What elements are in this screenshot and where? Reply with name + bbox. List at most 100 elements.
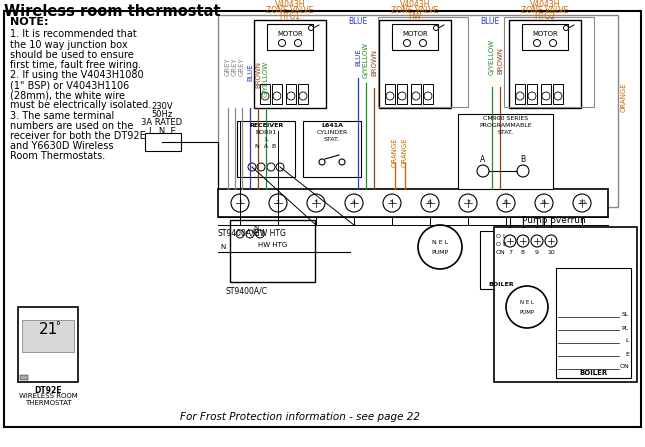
Bar xyxy=(385,84,395,104)
Text: BLUE: BLUE xyxy=(247,63,253,81)
Text: BLUE: BLUE xyxy=(348,17,367,26)
Text: MOTOR: MOTOR xyxy=(277,31,303,37)
Text: STAT.: STAT. xyxy=(324,137,340,142)
Text: ZONE VALVE: ZONE VALVE xyxy=(521,6,569,15)
Text: L641A: L641A xyxy=(321,123,343,128)
Bar xyxy=(286,84,296,104)
Text: N E L: N E L xyxy=(520,300,534,305)
Bar xyxy=(230,220,315,282)
Text: HTG2: HTG2 xyxy=(535,12,555,21)
Bar xyxy=(556,268,631,378)
Text: BLUE: BLUE xyxy=(480,17,499,26)
Text: °: ° xyxy=(55,321,59,331)
Text: receiver for both the DT92E: receiver for both the DT92E xyxy=(10,131,146,141)
Bar xyxy=(458,114,553,189)
Text: L  N  E: L N E xyxy=(148,127,175,136)
Text: 7: 7 xyxy=(508,250,512,255)
Text: 9: 9 xyxy=(542,201,546,206)
Text: ORANGE: ORANGE xyxy=(392,137,398,167)
Text: first time, fault free wiring.: first time, fault free wiring. xyxy=(10,60,141,70)
Bar xyxy=(504,17,594,107)
Text: V4043H: V4043H xyxy=(400,0,430,9)
Text: PROGRAMMABLE: PROGRAMMABLE xyxy=(479,123,532,128)
Text: HTG1: HTG1 xyxy=(279,12,301,21)
Text: STAT.: STAT. xyxy=(497,130,513,135)
Text: G/YELLOW: G/YELLOW xyxy=(263,61,269,97)
Text: Wireless room thermostat: Wireless room thermostat xyxy=(4,4,221,19)
Text: 5: 5 xyxy=(390,201,394,206)
Text: Room Thermostats.: Room Thermostats. xyxy=(10,151,105,161)
Text: B: B xyxy=(521,155,526,164)
Text: ORANGE: ORANGE xyxy=(621,82,627,112)
Bar xyxy=(267,24,313,50)
Text: 6: 6 xyxy=(428,201,432,206)
Bar xyxy=(218,15,618,207)
Text: 50Hz: 50Hz xyxy=(152,110,173,119)
Text: PUMP: PUMP xyxy=(432,249,448,254)
Bar xyxy=(20,375,28,380)
Text: GREY: GREY xyxy=(232,58,238,76)
Bar xyxy=(553,84,563,104)
Bar xyxy=(480,231,522,289)
Bar xyxy=(494,227,637,382)
Bar xyxy=(515,84,525,104)
Text: G/YELLOW: G/YELLOW xyxy=(489,39,495,75)
Text: BOILER: BOILER xyxy=(488,282,514,287)
Text: 2. If using the V4043H1080: 2. If using the V4043H1080 xyxy=(10,70,144,80)
Text: BROWN: BROWN xyxy=(255,62,261,89)
Text: L: L xyxy=(626,338,629,343)
Bar xyxy=(541,84,551,104)
Text: MOTOR: MOTOR xyxy=(532,31,558,37)
Text: ST9400A/C: ST9400A/C xyxy=(225,286,267,295)
Bar xyxy=(272,84,282,104)
Text: ON: ON xyxy=(619,364,629,370)
Text: ON: ON xyxy=(496,250,506,255)
Text: 3A RATED: 3A RATED xyxy=(141,118,183,127)
Text: BOILER: BOILER xyxy=(579,370,608,376)
Bar xyxy=(411,84,421,104)
Text: BROWN: BROWN xyxy=(371,50,377,76)
Bar xyxy=(378,17,468,107)
Text: 1. It is recommended that: 1. It is recommended that xyxy=(10,30,137,39)
Text: 230V: 230V xyxy=(151,102,173,111)
Bar xyxy=(392,24,438,50)
Text: RECEIVER: RECEIVER xyxy=(249,123,283,128)
Text: (28mm), the white wire: (28mm), the white wire xyxy=(10,90,125,100)
Text: SL: SL xyxy=(622,312,629,317)
Text: 3. The same terminal: 3. The same terminal xyxy=(10,110,114,121)
Text: ST9400A/C: ST9400A/C xyxy=(218,229,260,238)
Text: CM900 SERIES: CM900 SERIES xyxy=(483,116,528,121)
Text: 4: 4 xyxy=(352,201,356,206)
Text: 7: 7 xyxy=(466,201,470,206)
Text: 2: 2 xyxy=(276,201,280,206)
Text: N: N xyxy=(253,225,258,231)
Text: DT92E: DT92E xyxy=(34,386,62,395)
Text: GREY: GREY xyxy=(239,58,245,76)
Text: and Y6630D Wireless: and Y6630D Wireless xyxy=(10,141,114,151)
Bar xyxy=(22,320,74,352)
Text: G/YELLOW: G/YELLOW xyxy=(363,42,369,78)
Bar xyxy=(303,121,361,177)
Text: THERMOSTAT: THERMOSTAT xyxy=(25,400,72,406)
Text: N  A  B: N A B xyxy=(255,144,277,149)
Text: O E: O E xyxy=(495,242,506,247)
Text: 10: 10 xyxy=(547,250,555,255)
Bar xyxy=(509,20,581,108)
Text: N E L: N E L xyxy=(432,240,448,245)
Circle shape xyxy=(170,139,175,144)
Text: should be used to ensure: should be used to ensure xyxy=(10,50,134,60)
Text: GREY: GREY xyxy=(225,58,231,76)
Text: numbers are used on the: numbers are used on the xyxy=(10,121,134,131)
Text: 8: 8 xyxy=(521,250,525,255)
Text: ZONE VALVE: ZONE VALVE xyxy=(266,6,313,15)
Text: PL: PL xyxy=(622,325,629,330)
Text: the 10 way junction box: the 10 way junction box xyxy=(10,39,128,50)
Text: PUMP: PUMP xyxy=(519,309,535,315)
Bar xyxy=(218,189,608,217)
Text: O L: O L xyxy=(496,234,506,239)
Text: BOR91: BOR91 xyxy=(255,130,277,135)
Bar xyxy=(527,84,537,104)
Text: V4043H: V4043H xyxy=(530,0,561,9)
Text: 3: 3 xyxy=(314,201,318,206)
Bar xyxy=(397,84,407,104)
